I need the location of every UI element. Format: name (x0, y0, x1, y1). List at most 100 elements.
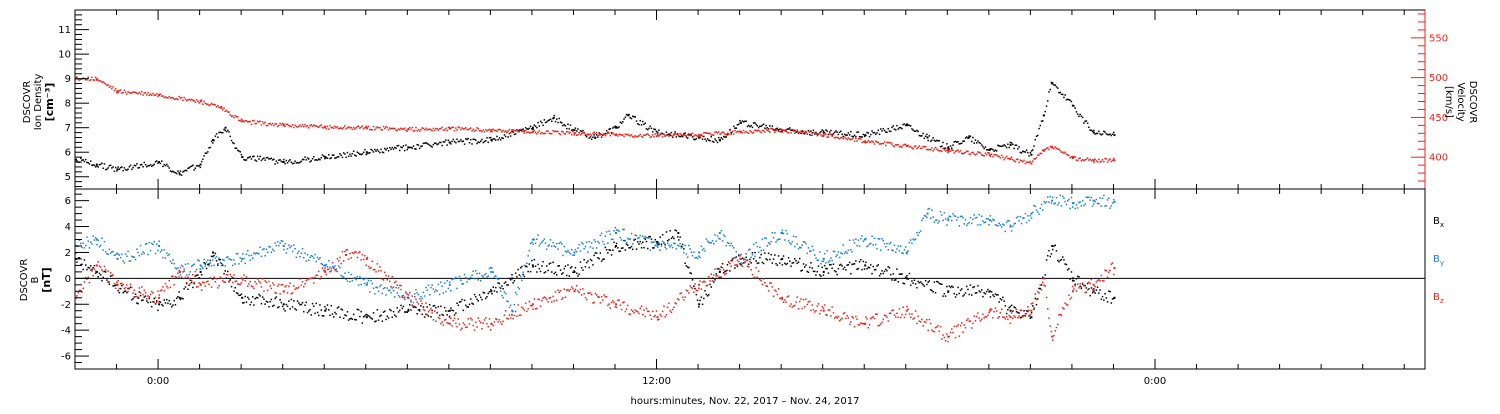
bz-point (164, 282, 167, 285)
density-point (480, 140, 482, 142)
bz-point (1022, 315, 1024, 318)
bz-point (706, 284, 709, 286)
density-point (796, 130, 798, 133)
velocity-point (711, 134, 714, 136)
density-point (111, 167, 113, 169)
bx-point (648, 235, 650, 238)
density-point (467, 137, 469, 140)
bx-point (448, 315, 451, 318)
bx-point (395, 315, 397, 318)
by-point (928, 207, 931, 210)
velocity-point (938, 150, 941, 152)
velocity-point (579, 134, 582, 136)
density-point (98, 163, 101, 166)
bx-point (247, 296, 249, 299)
bz-point (249, 280, 251, 283)
velocity-point (643, 134, 645, 136)
bz-point (723, 268, 725, 271)
bx-point (673, 237, 675, 240)
density-point (372, 151, 375, 153)
velocity-point (728, 133, 730, 135)
bx-point (683, 248, 685, 250)
by-point (163, 249, 165, 251)
density-tick-label: 6 (65, 148, 71, 159)
bx-point (192, 286, 194, 289)
bz-point (610, 301, 613, 304)
velocity-point (608, 132, 610, 134)
velocity-point (946, 149, 948, 152)
bz-point (476, 326, 478, 328)
by-point (308, 259, 310, 261)
by-point (690, 251, 693, 253)
bx-value-point (324, 309, 327, 312)
bz-point (351, 251, 354, 254)
density-value-point (178, 173, 181, 176)
velocity-point (1003, 158, 1005, 161)
by-point (129, 260, 132, 262)
bz-point (163, 290, 165, 292)
density-point (159, 162, 162, 165)
by-point (118, 254, 121, 256)
velocity-point (411, 126, 413, 129)
by-point (365, 277, 367, 280)
density-point (956, 141, 958, 143)
velocity-point (1032, 160, 1034, 162)
bz-point (794, 304, 796, 307)
velocity-point (1098, 158, 1100, 161)
bx-point (855, 260, 857, 262)
bz-value-point (95, 264, 98, 267)
bx-point (126, 291, 128, 294)
bx-point (637, 241, 639, 243)
velocity-point (612, 132, 614, 134)
by-point (286, 248, 289, 250)
velocity-point (316, 126, 319, 128)
velocity-point (562, 131, 564, 133)
bz-point (588, 292, 590, 295)
density-point (290, 161, 293, 163)
bz-point (101, 269, 103, 271)
by-point (1105, 205, 1108, 207)
density-point (878, 133, 881, 136)
velocity-point (665, 134, 668, 137)
density-point (892, 125, 894, 127)
density-point (497, 139, 499, 141)
velocity-point (634, 135, 636, 137)
bx-point (736, 265, 739, 268)
bx-point (394, 314, 396, 316)
bz-point (1074, 285, 1076, 287)
bz-point (162, 286, 164, 288)
bz-point (440, 322, 442, 325)
by-point (729, 244, 731, 247)
velocity-point (914, 145, 917, 147)
by-point (734, 257, 736, 259)
bz-point (131, 286, 133, 289)
bz-point (1000, 308, 1003, 310)
velocity-point (944, 150, 947, 152)
by-point (240, 260, 243, 262)
by-point (738, 254, 740, 256)
velocity-point (810, 134, 812, 136)
bx-point (943, 293, 946, 295)
bx-point (584, 266, 587, 268)
density-point (1079, 113, 1081, 116)
bz-point (168, 279, 170, 282)
velocity-point (554, 130, 557, 132)
by-point (811, 245, 813, 248)
velocity-point (557, 130, 559, 133)
bx-point (519, 267, 522, 269)
velocity-point (524, 129, 527, 132)
bx-point (259, 295, 261, 297)
bz-point (136, 295, 138, 298)
density-point (400, 146, 402, 148)
density-point (593, 134, 595, 136)
density-point (1015, 144, 1018, 146)
bx-point (547, 269, 549, 272)
by-point (949, 216, 952, 218)
bz-point (534, 308, 537, 310)
density-point (431, 146, 433, 148)
by-point (143, 252, 145, 255)
by-point (233, 259, 235, 261)
bx-point (761, 261, 764, 264)
bz-point (769, 282, 771, 284)
density-point (947, 148, 949, 150)
